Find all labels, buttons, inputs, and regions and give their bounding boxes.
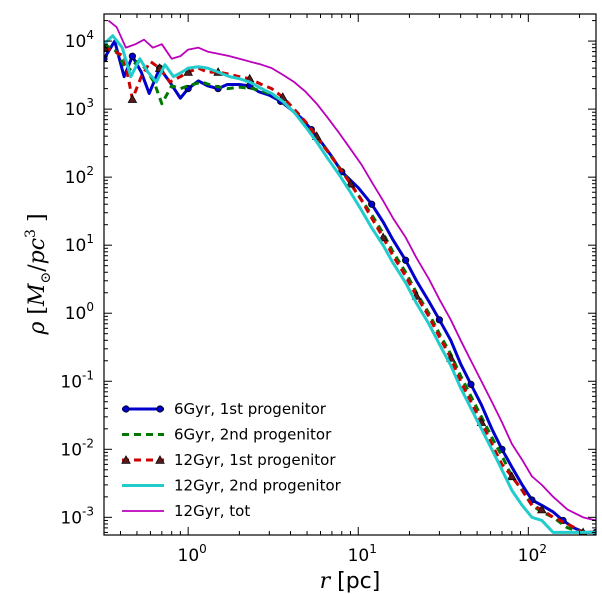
data-point xyxy=(345,178,356,188)
y-tick-label: 10-2 xyxy=(60,436,94,460)
data-point xyxy=(507,471,517,481)
y-axis-per: pc xyxy=(25,238,50,264)
x-tick-label: 101 xyxy=(348,542,377,566)
legend-marker xyxy=(155,455,165,464)
x-tick-label: 100 xyxy=(178,542,207,566)
data-point xyxy=(128,52,136,60)
y-tick-label: 104 xyxy=(65,28,94,52)
y-axis-slash: / xyxy=(25,264,50,272)
data-point xyxy=(435,316,443,324)
y-axis-close-bracket: ] xyxy=(25,213,50,229)
y-axis-unit: M xyxy=(25,283,50,307)
data-point xyxy=(536,504,547,514)
x-axis-title: r [pc] xyxy=(320,569,381,594)
x-axis-var: r xyxy=(320,569,332,594)
x-axis-unit: [pc] xyxy=(330,569,380,594)
series-line xyxy=(104,46,596,534)
svg-text:ρ [M⊙/pc3 ]: ρ [M⊙/pc3 ] xyxy=(23,213,54,335)
y-tick-label: 10-1 xyxy=(60,368,94,392)
y-tick-label: 101 xyxy=(65,232,94,256)
legend-marker xyxy=(156,405,164,413)
legend: 6Gyr, 1st progenitor 6Gyr, 2nd progenitor… xyxy=(121,400,342,520)
legend-label: 12Gyr, 2nd progenitor xyxy=(174,477,342,495)
data-point xyxy=(368,200,376,208)
legend-label: 12Gyr, tot xyxy=(174,502,250,520)
series-line xyxy=(104,34,596,534)
legend-marker xyxy=(122,405,130,413)
y-axis-unit-sub: ⊙ xyxy=(38,272,54,284)
series-5 xyxy=(107,19,596,522)
y-axis-open-bracket: [ xyxy=(25,306,50,322)
data-point xyxy=(378,232,388,242)
legend-label: 6Gyr, 1st progenitor xyxy=(174,400,327,418)
series-layer xyxy=(104,19,596,535)
y-tick-label: 102 xyxy=(65,164,94,188)
legend-label: 12Gyr, 1st progenitor xyxy=(174,451,336,469)
y-axis-var: ρ xyxy=(25,322,50,336)
y-tick-label: 10-3 xyxy=(60,504,94,528)
legend-marker xyxy=(121,455,131,464)
y-tick-label: 103 xyxy=(65,96,94,120)
series-4 xyxy=(104,34,596,534)
y-axis-title: ρ [M⊙/pc3 ] xyxy=(23,213,54,335)
data-point xyxy=(127,94,138,103)
data-point xyxy=(183,67,193,76)
data-point xyxy=(402,256,410,264)
y-axis-per-sup: 3 xyxy=(23,229,39,238)
series-line xyxy=(107,19,596,522)
y-tick-label: 100 xyxy=(65,300,94,324)
legend-label: 6Gyr, 2nd progenitor xyxy=(174,426,332,444)
tick-layer: 100 101 102 10-3 10-2 10-1 100 101 102 103 104 xyxy=(60,14,596,566)
x-tick-label: 102 xyxy=(518,542,547,566)
data-point xyxy=(467,380,475,388)
